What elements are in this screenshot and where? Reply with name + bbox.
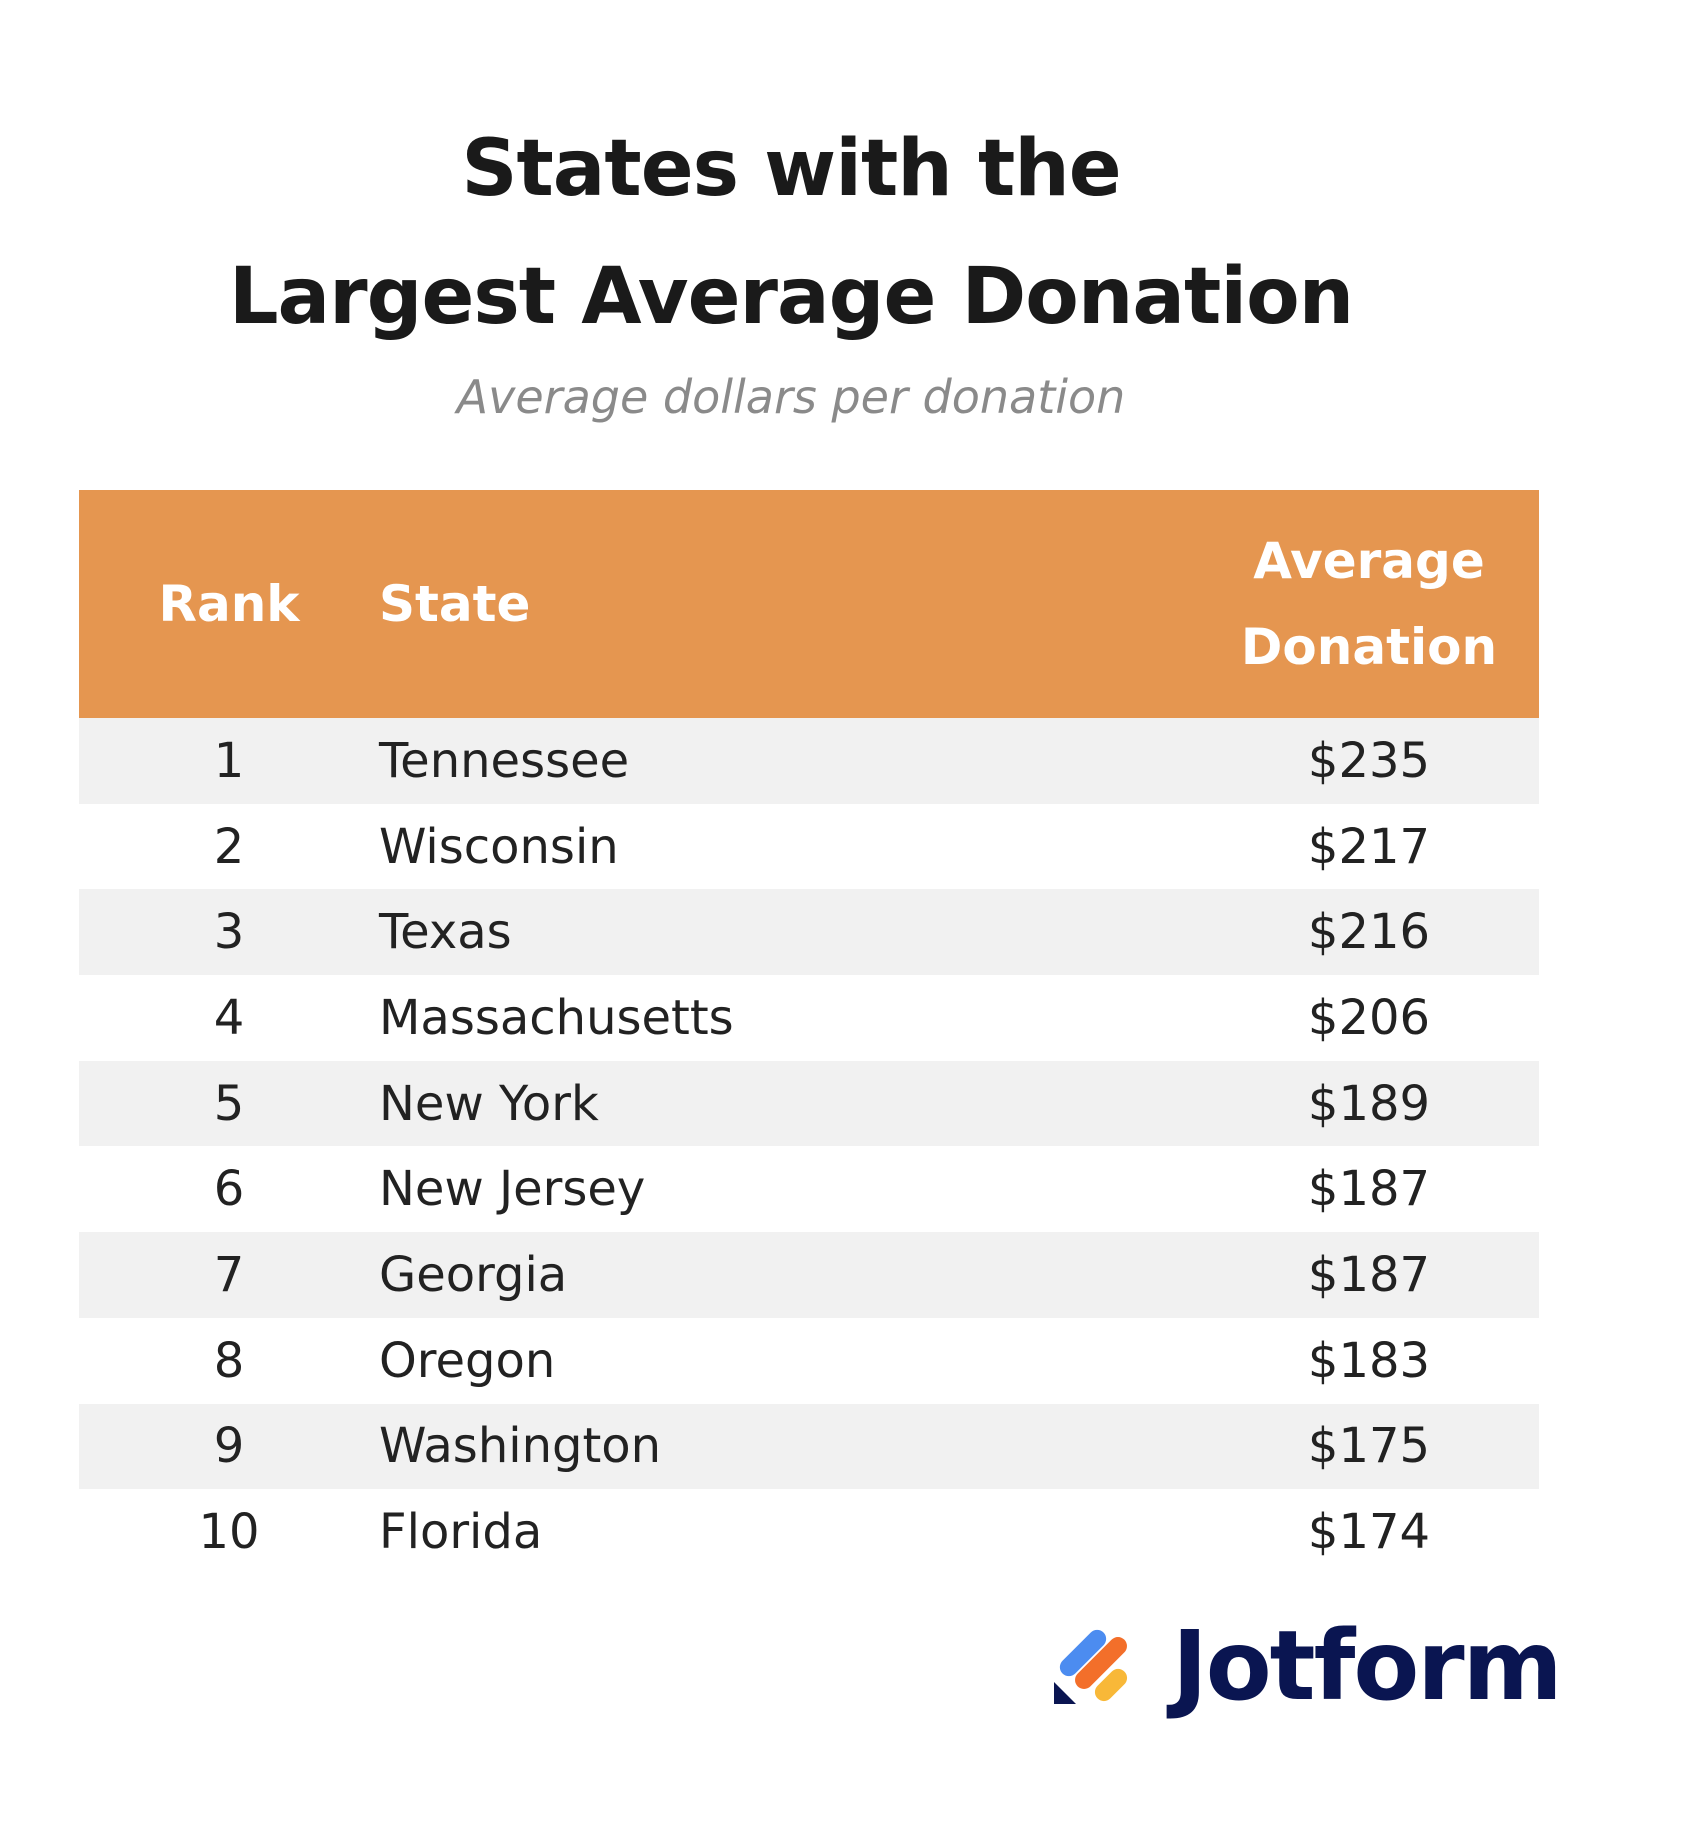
logo-blue — [1059, 1629, 1107, 1677]
rank-cell: 6 — [213, 1161, 245, 1218]
state-cell: Washington — [379, 1403, 1199, 1490]
subtitle: Average dollars per donation — [456, 370, 1126, 424]
title-line: States with the — [461, 124, 1121, 214]
rank-cell: 1 — [79, 718, 379, 804]
column-header: Rank — [79, 490, 379, 718]
state-cell: Florida — [379, 1504, 543, 1561]
brand-logo — [1054, 1629, 1128, 1704]
state-cell: Tennessee — [379, 718, 1199, 804]
donation-cell: $189 — [1199, 1060, 1539, 1147]
donation-cell: $235 — [1199, 718, 1539, 804]
rank-cell: 2 — [213, 818, 245, 875]
table-row: 1 Tennessee $235 — [79, 718, 1539, 804]
donation-cell: $174 — [1307, 1504, 1431, 1561]
column-header: State — [379, 490, 1199, 718]
rank-cell: 10 — [198, 1504, 260, 1561]
table-row: 2 Wisconsin $217 — [79, 804, 1539, 890]
table-row: 7 Georgia $187 — [79, 1232, 1539, 1318]
state-cell: Wisconsin — [379, 818, 619, 875]
rank-cell: 8 — [213, 1332, 245, 1389]
table-row: 9 Washington $175 — [79, 1403, 1539, 1490]
rank-cell: 3 — [79, 889, 379, 976]
rank-cell: 9 — [79, 1403, 379, 1490]
table-head: Rank State Average Donation — [79, 490, 1539, 718]
donation-table: Rank State Average Donation 1 Tennessee $235… — [79, 490, 1539, 1575]
title: States with the Largest Average Donation — [0, 105, 1582, 361]
title-line: Largest Average Donation — [228, 252, 1354, 342]
table-row: 6 New Jersey $187 — [79, 1146, 1539, 1232]
donation-cell: $216 — [1199, 889, 1539, 976]
donation-cell: $175 — [1199, 1403, 1539, 1490]
rank-cell: 5 — [79, 1060, 379, 1147]
donation-cell: $183 — [1307, 1332, 1431, 1389]
table-body: 1 Tennessee $235 2 Wisconsin $217 3 Texas $216 4 M… — [79, 718, 1539, 1575]
donation-cell: $187 — [1199, 1232, 1539, 1318]
rank-cell: 7 — [79, 1232, 379, 1318]
column-header: Average Donation — [1199, 490, 1539, 718]
table-row: 3 Texas $216 — [79, 889, 1539, 976]
state-cell: Massachusetts — [379, 989, 734, 1046]
state-cell: Oregon — [379, 1332, 556, 1389]
state-cell: New York — [379, 1060, 1199, 1147]
table-row: 5 New York $189 — [79, 1060, 1539, 1147]
donation-cell: $217 — [1307, 818, 1431, 875]
logo-yellow — [1094, 1668, 1128, 1702]
state-cell: Texas — [379, 889, 1199, 976]
state-cell: Georgia — [379, 1232, 1199, 1318]
table-row: 8 Oregon $183 — [79, 1318, 1539, 1404]
brand-name: Jotform — [1172, 1610, 1563, 1722]
table-row: 4 Massachusetts $206 — [79, 975, 1539, 1061]
donation-cell: $187 — [1307, 1161, 1431, 1218]
logo-orange — [1075, 1637, 1127, 1689]
header-row: Rank State Average Donation — [79, 490, 1539, 718]
table-row: 10 Florida $174 — [79, 1489, 1539, 1575]
donation-cell: $206 — [1307, 989, 1431, 1046]
logo-corner — [1054, 1682, 1076, 1704]
state-cell: New Jersey — [379, 1161, 646, 1218]
rank-cell: 4 — [213, 989, 245, 1046]
